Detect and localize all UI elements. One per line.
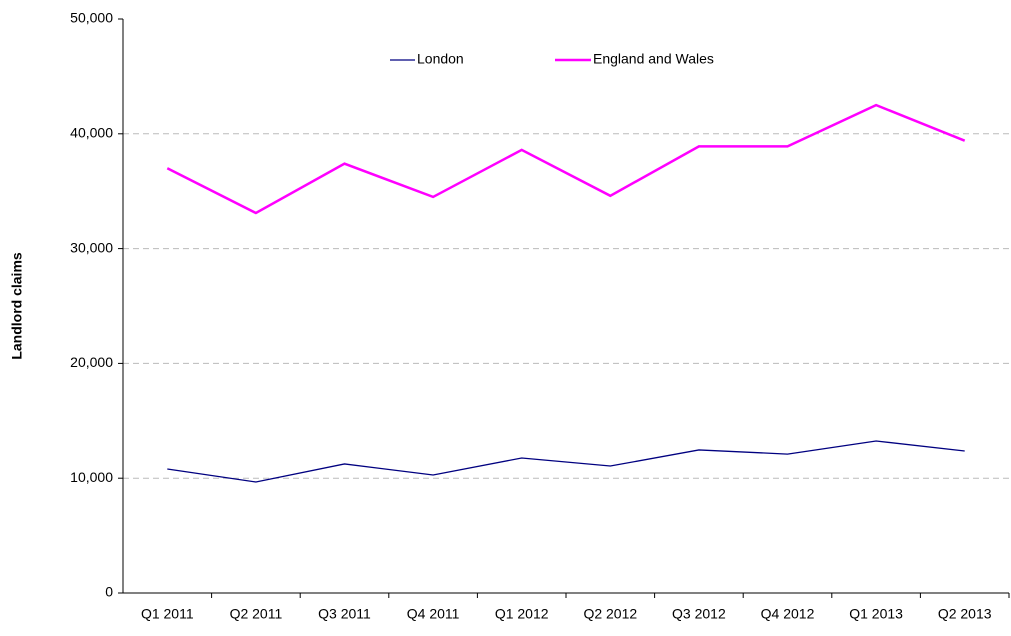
y-tick-label: 40,000 <box>70 125 113 141</box>
x-tick-label: Q2 2012 <box>583 606 637 622</box>
x-tick-label: Q1 2011 <box>141 606 194 622</box>
x-tick-label: Q1 2012 <box>495 606 549 622</box>
y-tick-label: 30,000 <box>70 239 113 255</box>
x-tick-label: Q4 2012 <box>761 606 815 622</box>
y-tick-label: 10,000 <box>70 469 113 485</box>
y-tick-label: 50,000 <box>70 10 113 26</box>
x-tick-label: Q3 2012 <box>672 606 726 622</box>
series-line <box>167 440 965 483</box>
legend-label: London <box>417 51 464 67</box>
y-axis-label: Landlord claims <box>9 252 25 360</box>
y-tick-label: 0 <box>105 584 113 600</box>
y-tick-label: 20,000 <box>70 354 113 370</box>
x-tick-label: Q1 2013 <box>849 606 903 622</box>
x-tick-label: Q2 2011 <box>230 606 283 622</box>
x-tick-label: Q2 2013 <box>938 606 992 622</box>
legend-label: England and Wales <box>593 51 714 67</box>
x-tick-label: Q4 2011 <box>407 606 460 622</box>
series-line <box>166 103 966 215</box>
x-tick-label: Q3 2011 <box>318 606 371 622</box>
